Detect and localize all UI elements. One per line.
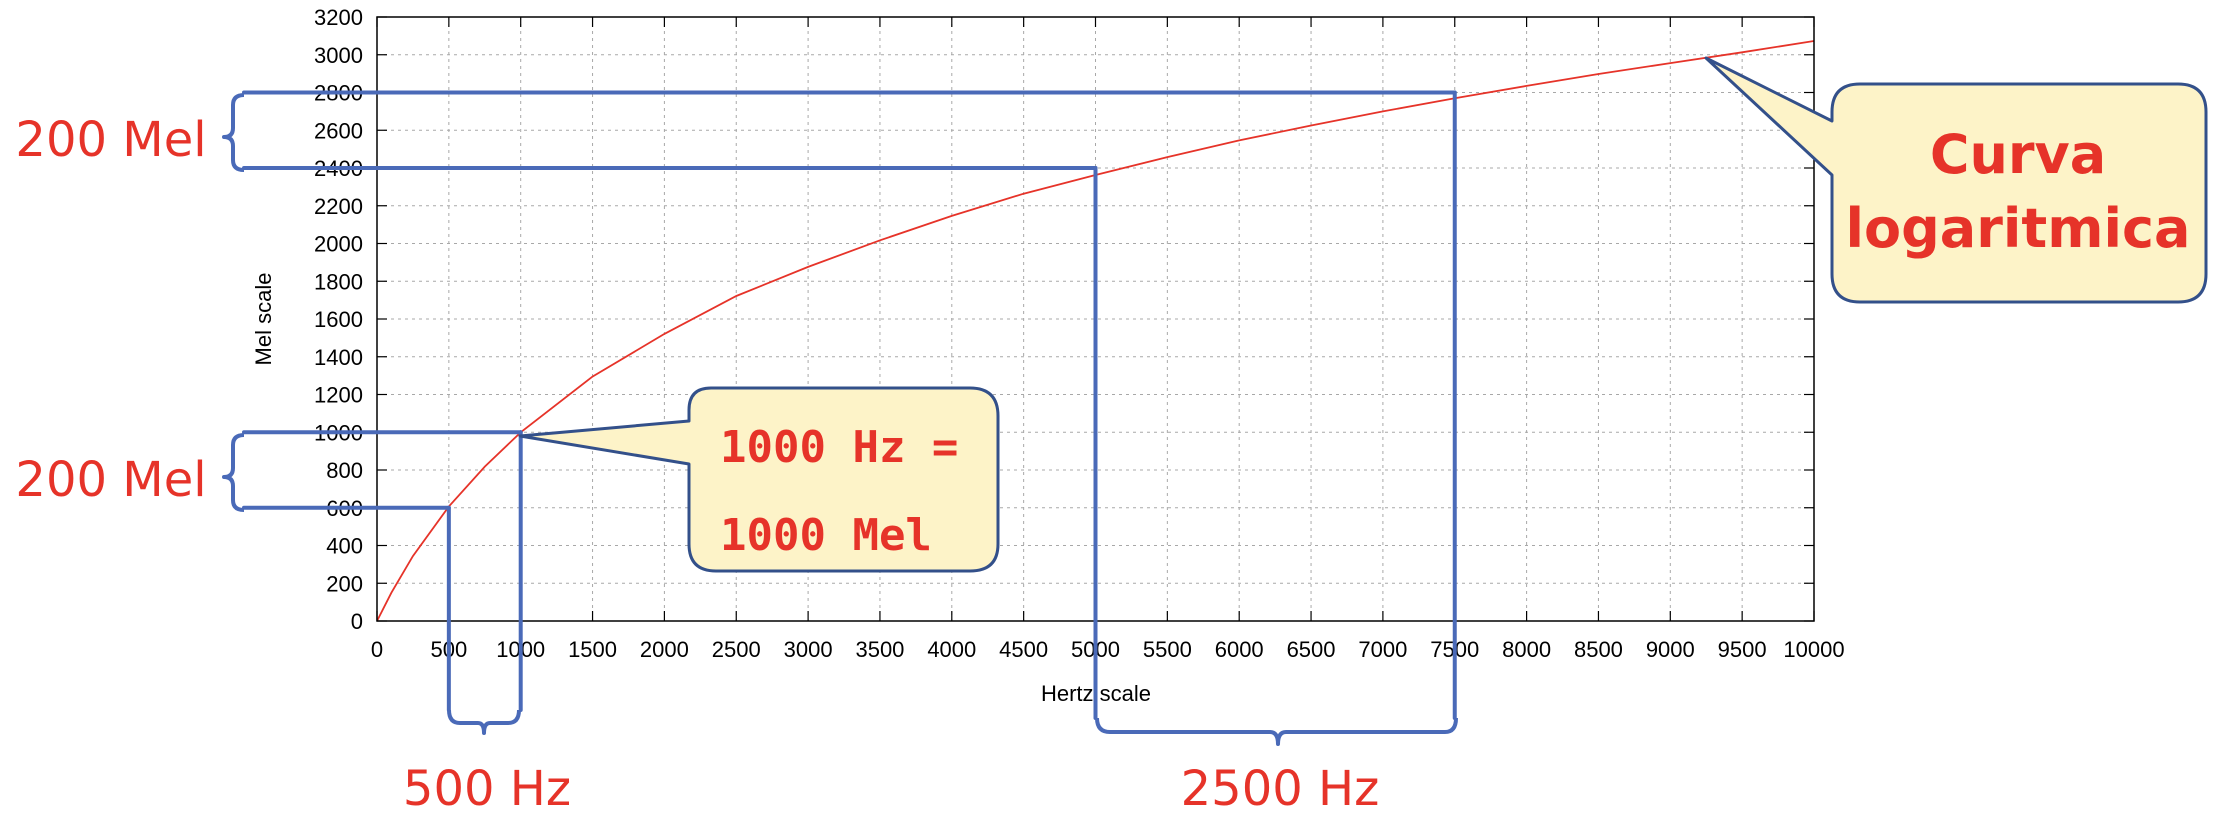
- x-tick-label: 4000: [927, 637, 976, 662]
- brace-500hz: [447, 709, 521, 735]
- y-tick-label: 2000: [314, 232, 363, 257]
- y-axis-title: Mel scale: [251, 273, 276, 366]
- guide-lines: [242, 90, 1457, 720]
- x-tick-label: 3000: [784, 637, 833, 662]
- y-tick-label: 2600: [314, 118, 363, 143]
- equality-line-2: 1000 Mel: [720, 510, 932, 561]
- curve-callout-box: [1704, 56, 2208, 304]
- brace-bottom-mel: [222, 433, 245, 512]
- y-tick-label: 800: [326, 458, 363, 483]
- y-tick-label: 1600: [314, 307, 363, 332]
- left-hz-interval-label: 500 Hz: [403, 761, 571, 817]
- y-tick-label: 400: [326, 534, 363, 559]
- y-tick-label: 1400: [314, 345, 363, 370]
- x-axis-title: Hertz scale: [1041, 681, 1151, 706]
- x-tick-label: 8000: [1502, 637, 1551, 662]
- bottom-mel-interval-label: 200 Mel: [15, 452, 206, 508]
- x-tick-label: 6000: [1215, 637, 1264, 662]
- x-tick-label: 6500: [1287, 637, 1336, 662]
- x-tick-label: 2000: [640, 637, 689, 662]
- x-tick-label: 10000: [1783, 637, 1844, 662]
- top-mel-interval-label: 200 Mel: [15, 112, 206, 168]
- y-tick-label: 3000: [314, 43, 363, 68]
- equality-line-1: 1000 Hz =: [720, 422, 958, 473]
- right-hz-interval-label: 2500 Hz: [1181, 761, 1380, 817]
- y-tick-label: 1800: [314, 269, 363, 294]
- y-tick-label: 3200: [314, 5, 363, 30]
- curve-label-line-1: Curva: [1930, 123, 2106, 186]
- y-tick-label: 2200: [314, 194, 363, 219]
- x-axis-ticks: 0500100015002000250030003500400045005000…: [371, 17, 1845, 662]
- grid: [377, 17, 1814, 621]
- x-tick-label: 4500: [999, 637, 1048, 662]
- x-tick-label: 1500: [568, 637, 617, 662]
- y-tick-label: 200: [326, 571, 363, 596]
- x-tick-label: 9000: [1646, 637, 1695, 662]
- x-tick-label: 9500: [1718, 637, 1767, 662]
- x-tick-label: 2500: [712, 637, 761, 662]
- y-tick-label: 0: [351, 609, 363, 634]
- x-tick-label: 0: [371, 637, 383, 662]
- x-tick-label: 3500: [855, 637, 904, 662]
- brace-2500hz: [1095, 717, 1458, 746]
- mel-curve-line: [377, 40, 1814, 621]
- y-tick-label: 1200: [314, 383, 363, 408]
- curve-label-line-2: logaritmica: [1846, 197, 2191, 260]
- equality-callout-box: [518, 386, 1000, 573]
- x-tick-label: 7000: [1358, 637, 1407, 662]
- x-tick-label: 5500: [1143, 637, 1192, 662]
- brace-top-mel: [222, 93, 245, 172]
- x-tick-label: 8500: [1574, 637, 1623, 662]
